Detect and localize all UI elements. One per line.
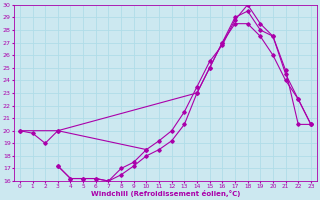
X-axis label: Windchill (Refroidissement éolien,°C): Windchill (Refroidissement éolien,°C): [91, 190, 240, 197]
